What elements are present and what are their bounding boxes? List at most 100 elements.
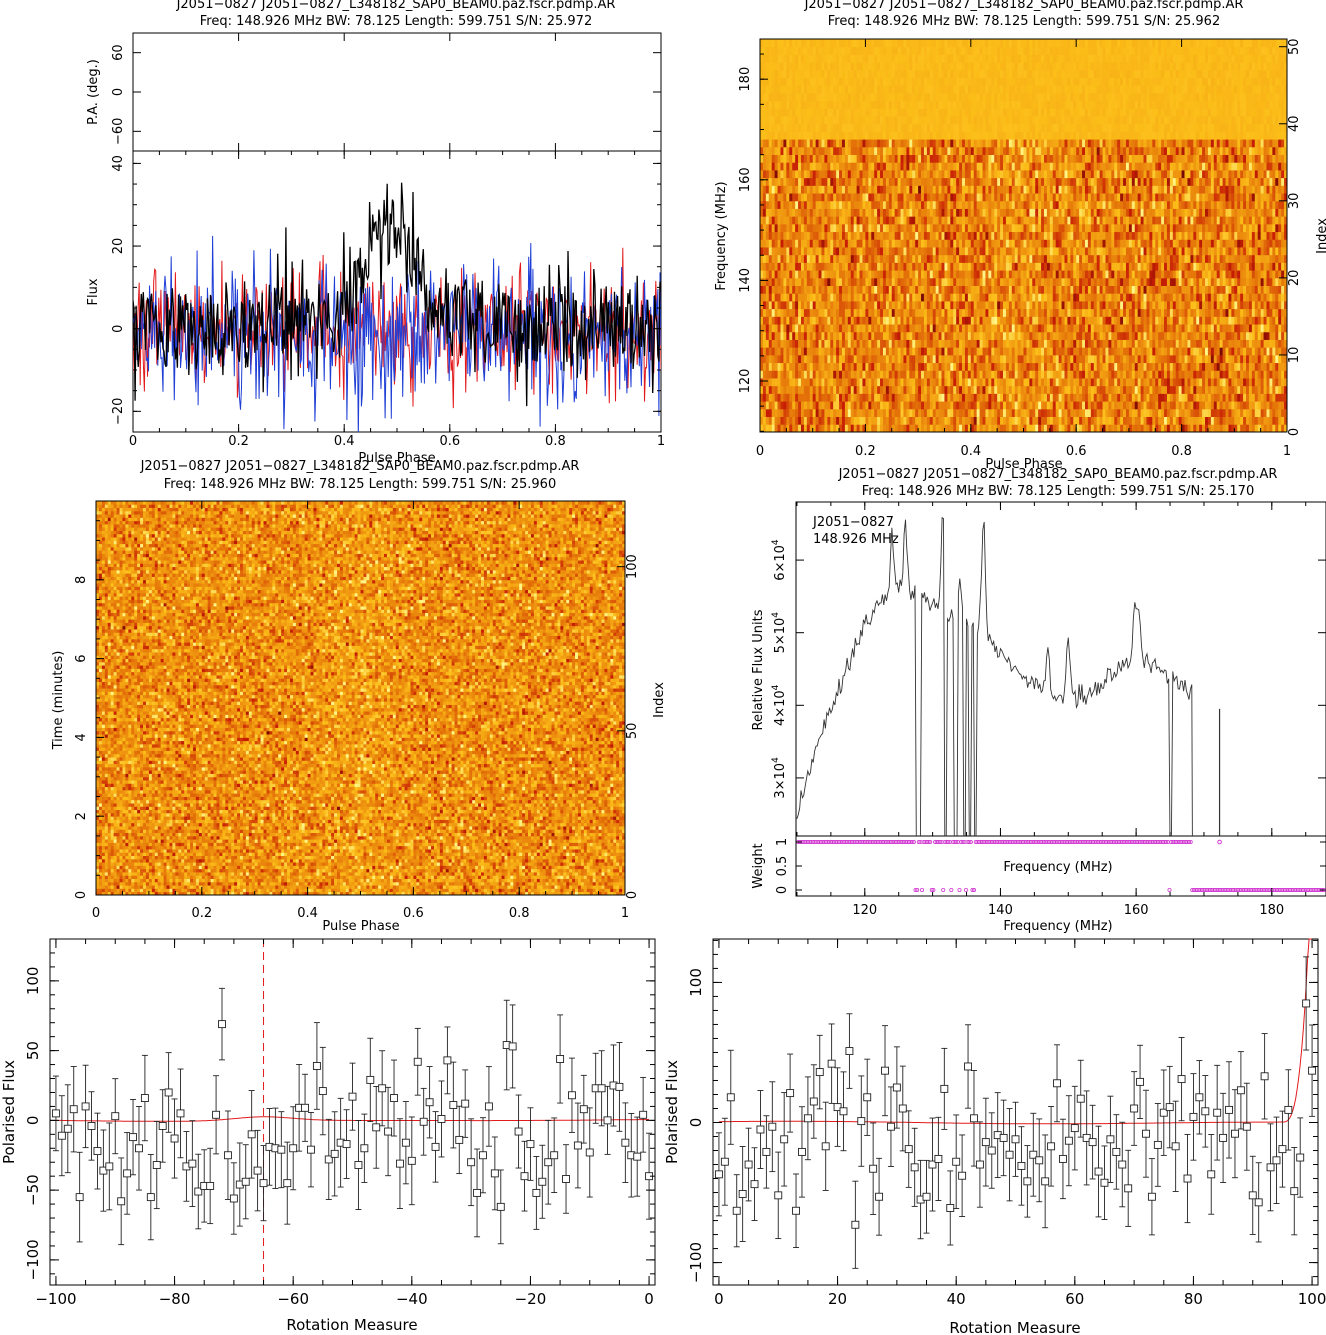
freq-phase-cell: [1038, 255, 1041, 263]
freq-phase-cell: [821, 401, 824, 409]
freq-phase-cell: [778, 409, 781, 417]
freq-phase-cell: [1211, 424, 1214, 432]
freq-phase-cell: [801, 378, 804, 386]
freq-phase-cell: [1100, 417, 1103, 425]
freq-phase-cell: [936, 262, 939, 270]
freq-phase-cell: [780, 424, 783, 432]
freq-phase-cell: [936, 347, 939, 355]
freq-phase-cell: [1146, 286, 1149, 294]
freq-phase-cell: [871, 262, 874, 270]
freq-phase-cell: [936, 293, 939, 301]
freq-phase-cell: [953, 309, 956, 317]
freq-phase-cell: [1003, 332, 1006, 340]
freq-phase-cell: [1073, 378, 1076, 386]
freq-phase-cell: [1267, 293, 1270, 301]
freq-phase-cell: [1182, 286, 1185, 294]
freq-phase-cell: [1085, 386, 1088, 394]
freq-phase-cell: [1269, 316, 1272, 324]
freq-phase-cell: [1208, 401, 1211, 409]
freq-phase-cell: [1267, 347, 1270, 355]
freq-phase-cell: [813, 316, 816, 324]
freq-phase-cell: [830, 363, 833, 371]
freq-phase-cell: [1117, 278, 1120, 286]
freq-phase-cell: [886, 393, 889, 401]
freq-phase-cell: [1026, 355, 1029, 363]
freq-phase-cell: [936, 393, 939, 401]
freq-phase-cell: [1041, 332, 1044, 340]
freq-phase-cell: [933, 378, 936, 386]
freq-phase-cell: [1258, 332, 1261, 340]
freq-phase-cell: [1091, 393, 1094, 401]
freq-phase-cell: [1085, 255, 1088, 263]
freq-phase-cell: [1240, 293, 1243, 301]
freq-phase-cell: [871, 424, 874, 432]
freq-phase-cell: [1205, 340, 1208, 348]
freq-phase-cell: [1000, 340, 1003, 348]
freq-phase-cell: [1185, 262, 1188, 270]
freq-phase-cell: [977, 309, 980, 317]
freq-phase-cell: [886, 386, 889, 394]
freq-phase-cell: [1269, 286, 1272, 294]
freq-phase-cell: [1117, 309, 1120, 317]
freq-phase-cell: [810, 401, 813, 409]
freq-phase-cell: [956, 316, 959, 324]
freq-phase-cell: [1199, 355, 1202, 363]
freq-phase-cell: [821, 347, 824, 355]
freq-phase-cell: [991, 401, 994, 409]
freq-phase-cell: [1103, 316, 1106, 324]
freq-phase-cell: [810, 417, 813, 425]
freq-phase-cell: [1105, 247, 1108, 255]
freq-phase-cell: [895, 309, 898, 317]
freq-phase-cell: [1220, 363, 1223, 371]
freq-phase-cell: [1053, 417, 1056, 425]
freq-phase-cell: [1064, 309, 1067, 317]
freq-phase-cell: [1261, 370, 1264, 378]
freq-phase-cell: [865, 293, 868, 301]
freq-phase-cell: [1149, 309, 1152, 317]
freq-phase-cell: [830, 409, 833, 417]
freq-phase-cell: [1161, 386, 1164, 394]
freq-phase-cell: [977, 301, 980, 309]
freq-phase-cell: [1167, 386, 1170, 394]
freq-phase-cell: [798, 255, 801, 263]
freq-phase-cell: [789, 340, 792, 348]
freq-phase-cell: [912, 417, 915, 425]
freq-phase-cell: [1278, 316, 1281, 324]
freq-phase-cell: [798, 262, 801, 270]
freq-phase-cell: [1012, 424, 1015, 432]
freq-phase-cell: [1132, 270, 1135, 278]
freq-phase-cell: [1126, 278, 1129, 286]
freq-phase-cell: [1161, 363, 1164, 371]
freq-phase-cell: [1272, 355, 1275, 363]
freq-phase-cell: [865, 347, 868, 355]
freq-phase-cell: [1158, 424, 1161, 432]
freq-phase-cell: [1267, 286, 1270, 294]
freq-phase-cell: [1255, 370, 1258, 378]
freq-phase-cell: [895, 324, 898, 332]
freq-phase-cell: [1032, 309, 1035, 317]
freq-phase-cell: [1199, 363, 1202, 371]
freq-phase-cell: [1067, 409, 1070, 417]
freq-phase-cell: [1217, 378, 1220, 386]
freq-phase-cell: [944, 262, 947, 270]
freq-phase-cell: [1132, 255, 1135, 263]
freq-phase-cell: [950, 355, 953, 363]
freq-phase-cell: [1176, 363, 1179, 371]
freq-phase-cell: [1067, 270, 1070, 278]
freq-phase-cell: [780, 239, 783, 247]
freq-phase-cell: [1278, 332, 1281, 340]
freq-phase-cell: [1205, 247, 1208, 255]
freq-phase-cell: [1006, 301, 1009, 309]
freq-phase-cell: [783, 370, 786, 378]
freq-phase-cell: [1050, 417, 1053, 425]
freq-phase-cell: [1190, 255, 1193, 263]
freq-phase-cell: [868, 393, 871, 401]
freq-phase-cell: [921, 332, 924, 340]
freq-phase-cell: [1202, 424, 1205, 432]
freq-phase-cell: [1059, 255, 1062, 263]
freq-phase-cell: [1149, 378, 1152, 386]
freq-phase-cell: [1079, 324, 1082, 332]
freq-phase-cell: [801, 340, 804, 348]
freq-phase-cell: [1108, 363, 1111, 371]
freq-phase-cell: [816, 293, 819, 301]
